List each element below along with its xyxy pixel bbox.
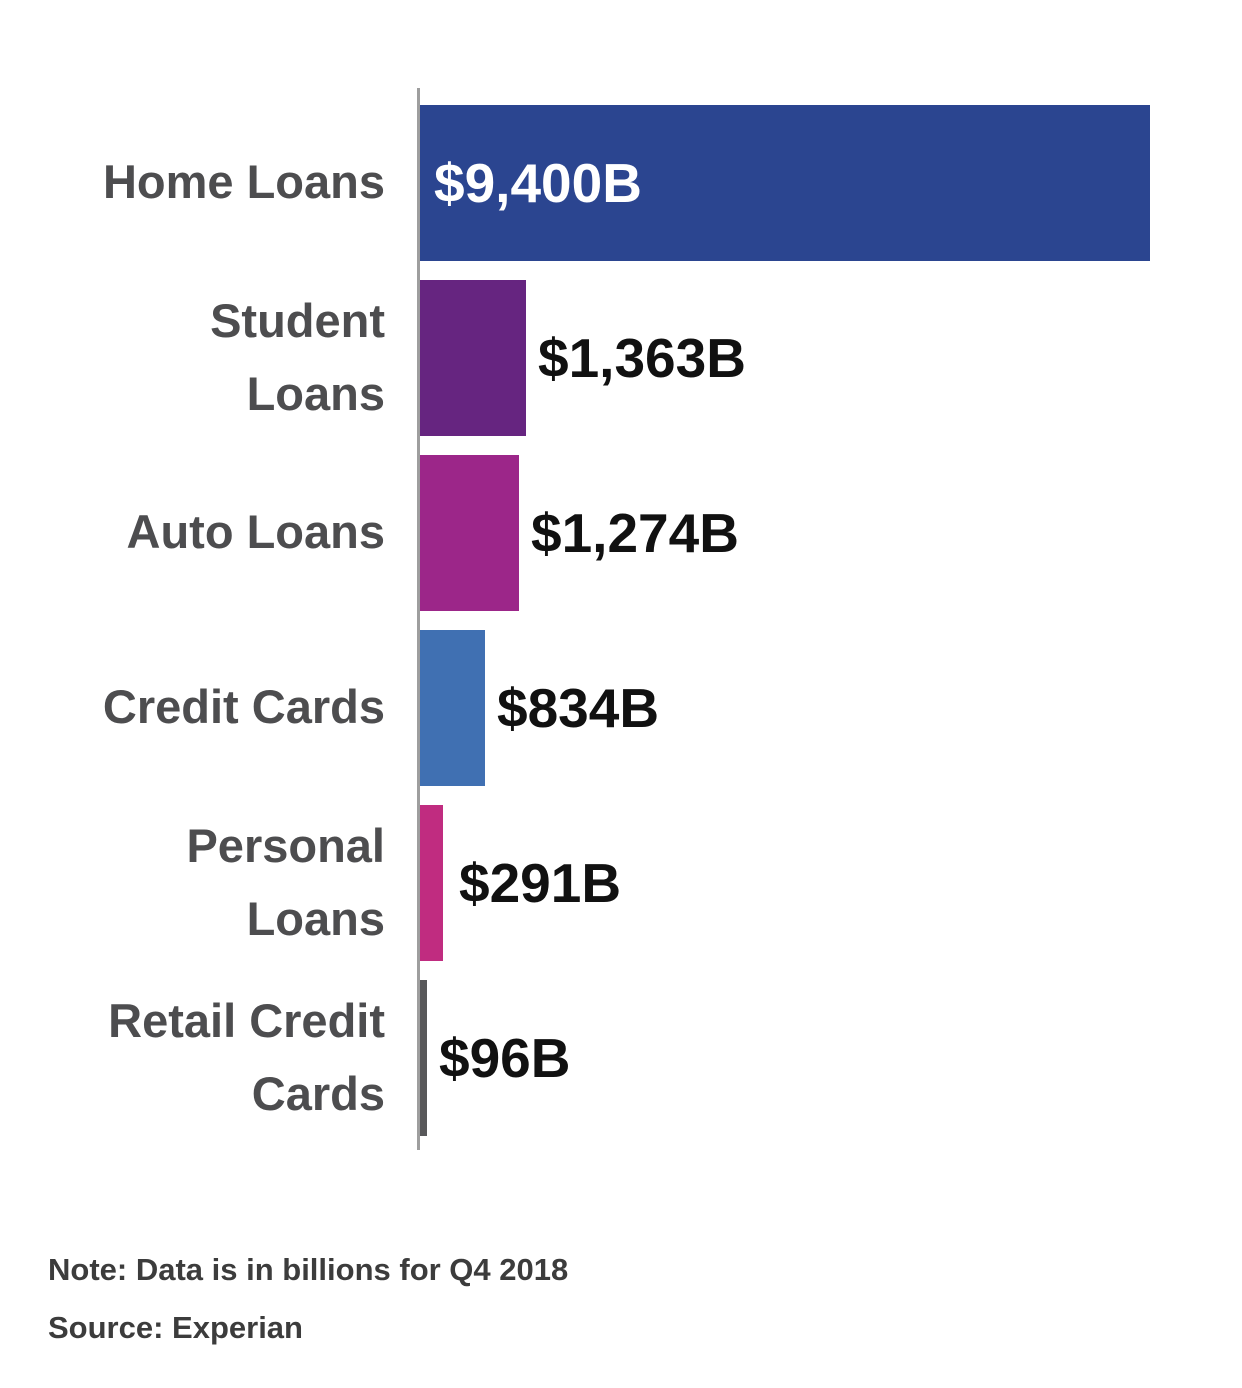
chart-footer: Note: Data is in billions for Q4 2018 So…: [48, 1252, 568, 1346]
value-label-student-loans: $1,363B: [538, 326, 746, 389]
bar-home-loans: $9,400B: [420, 104, 1150, 261]
value-label-auto-loans: $1,274B: [531, 501, 739, 564]
bar-retail-credit-cards: [420, 979, 427, 1136]
category-label-student-loans: Student Loans: [210, 293, 385, 420]
category-label-personal-loans: Personal Loans: [186, 818, 385, 945]
value-label-home-loans: $9,400B: [434, 151, 642, 214]
category-label-retail-credit-cards: Retail Credit Cards: [108, 993, 385, 1120]
chart-rows: Home Loans $9,400B Student Loans $1,363B…: [0, 95, 1242, 1145]
consumer-debt-bar-chart: Home Loans $9,400B Student Loans $1,363B…: [0, 88, 1242, 1150]
bar-personal-loans: [420, 804, 443, 961]
chart-row-auto-loans: Auto Loans $1,274B: [0, 445, 1242, 620]
chart-row-personal-loans: Personal Loans $291B: [0, 795, 1242, 970]
source-text: Source: Experian: [48, 1310, 303, 1345]
value-label-retail-credit-cards: $96B: [439, 1026, 571, 1089]
bar-student-loans: [420, 279, 526, 436]
bar-credit-cards: [420, 629, 485, 786]
chart-row-credit-cards: Credit Cards $834B: [0, 620, 1242, 795]
chart-row-student-loans: Student Loans $1,363B: [0, 270, 1242, 445]
category-label-auto-loans: Auto Loans: [126, 505, 385, 559]
y-axis-line: [417, 88, 420, 1150]
value-label-personal-loans: $291B: [459, 851, 622, 914]
chart-row-retail-credit-cards: Retail Credit Cards $96B: [0, 970, 1242, 1145]
category-label-home-loans: Home Loans: [102, 155, 385, 209]
note-text: Note: Data is in billions for Q4 2018: [48, 1252, 569, 1287]
bar-auto-loans: [420, 454, 519, 611]
value-label-credit-cards: $834B: [497, 676, 660, 739]
category-label-credit-cards: Credit Cards: [102, 680, 385, 734]
chart-row-home-loans: Home Loans $9,400B: [0, 95, 1242, 270]
